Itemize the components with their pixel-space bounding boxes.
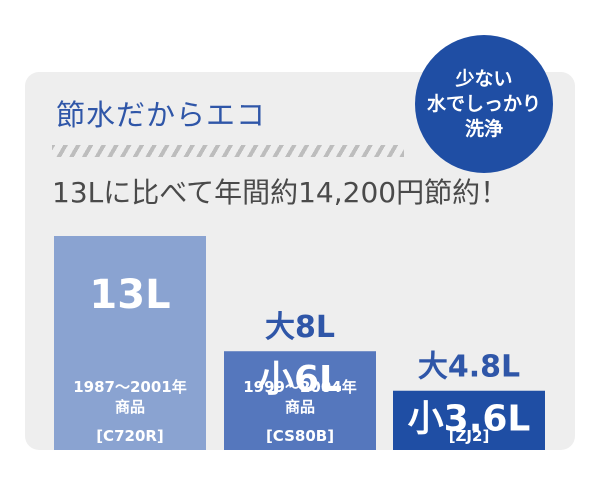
savings-subtitle: 13Lに比べて年間約14,200円節約！ bbox=[52, 176, 509, 209]
model-label-3: [ZJ2] bbox=[449, 427, 490, 445]
badge-line-2: 水でしっかり bbox=[426, 92, 541, 115]
value-label-2: 小6L bbox=[258, 359, 342, 400]
value-label-3: 小3.6L bbox=[408, 399, 531, 440]
bar-2 bbox=[224, 351, 376, 450]
large-flush-label-3: 大4.8L bbox=[418, 350, 520, 385]
badge-line-1: 少ない bbox=[455, 67, 513, 90]
bar-3 bbox=[393, 390, 545, 450]
value-label-1: 13L bbox=[89, 272, 170, 318]
model-label-1: [C720R] bbox=[96, 427, 164, 445]
period-label-2: 1999～2004年 bbox=[243, 378, 357, 396]
bar-1 bbox=[54, 236, 206, 450]
model-label-2: [CS80B] bbox=[266, 427, 334, 445]
period-label-1: 1987～2001年 bbox=[73, 378, 187, 396]
hatched-divider bbox=[52, 145, 404, 157]
feature-badge: 少ない 水でしっかり 洗浄 bbox=[415, 35, 553, 173]
panel-title: 節水だからエコ bbox=[56, 98, 267, 132]
product-label-1: 商品 bbox=[115, 398, 145, 416]
badge-line-3: 洗浄 bbox=[464, 117, 503, 140]
large-flush-label-2: 大8L bbox=[265, 310, 335, 345]
product-label-2: 商品 bbox=[285, 398, 315, 416]
